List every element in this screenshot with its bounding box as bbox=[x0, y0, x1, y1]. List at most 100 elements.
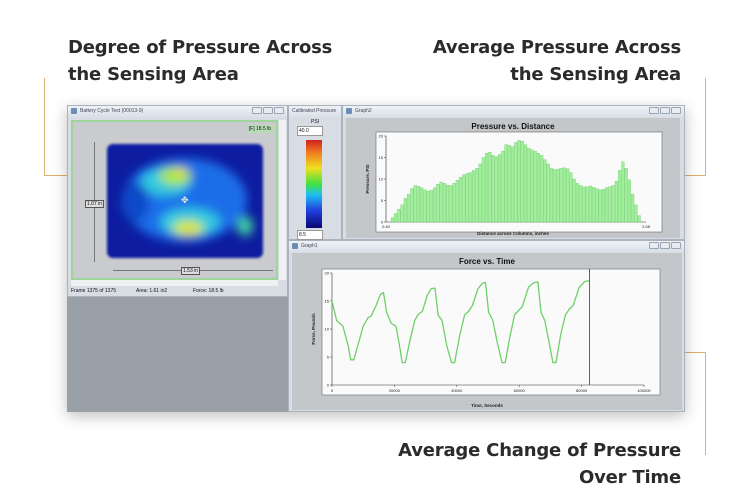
y-tick-label: 0 bbox=[381, 220, 384, 225]
colorbar-max-input[interactable]: 40.0 bbox=[297, 126, 323, 136]
bar bbox=[533, 150, 537, 223]
bar bbox=[446, 184, 450, 223]
bar bbox=[517, 140, 521, 223]
bar bbox=[485, 153, 489, 223]
height-label: 1.07 in bbox=[85, 200, 105, 208]
bar bbox=[559, 168, 563, 223]
y-tick-label: 0 bbox=[327, 383, 330, 388]
bar bbox=[468, 172, 472, 223]
bar bbox=[472, 170, 476, 223]
force-vs-time-chart: Force vs. Time 0 5 10 15 20 Time, Seconds Force… bbox=[292, 253, 682, 410]
bar bbox=[455, 180, 459, 223]
minimize-button[interactable] bbox=[649, 107, 659, 114]
x-tick-label: 0 bbox=[331, 388, 334, 393]
bar bbox=[546, 163, 550, 223]
bar bbox=[420, 187, 424, 223]
bar bbox=[618, 170, 622, 223]
pressure-map-window: Battery Cycle Test (00013-9) [F] 18.5 lb… bbox=[67, 105, 288, 297]
colorbar-min-input[interactable]: 8.5 bbox=[297, 230, 323, 240]
bar bbox=[397, 208, 401, 223]
graph-icon bbox=[346, 108, 352, 114]
bar bbox=[556, 168, 560, 223]
vertical-scrollbar[interactable] bbox=[279, 120, 286, 280]
bar bbox=[614, 181, 618, 223]
heading-top-right: Average Pressure Across the Sensing Area bbox=[432, 37, 681, 85]
y-tick-label: 10 bbox=[379, 177, 384, 182]
minimize-button[interactable] bbox=[252, 107, 262, 114]
minimize-button[interactable] bbox=[649, 242, 659, 249]
bar bbox=[601, 189, 605, 223]
bar bbox=[497, 154, 502, 223]
bar bbox=[579, 185, 583, 223]
bar bbox=[566, 168, 570, 223]
bar bbox=[569, 172, 573, 223]
bar bbox=[501, 150, 505, 223]
bar bbox=[536, 153, 541, 223]
bar bbox=[605, 187, 609, 223]
bar bbox=[488, 152, 492, 223]
horizontal-scrollbar[interactable] bbox=[71, 280, 278, 286]
bar bbox=[481, 157, 485, 223]
bar bbox=[459, 177, 463, 223]
close-button[interactable] bbox=[671, 242, 681, 249]
bar bbox=[592, 187, 596, 223]
close-button[interactable] bbox=[274, 107, 284, 114]
bar bbox=[478, 163, 482, 223]
maximize-button[interactable] bbox=[660, 242, 670, 249]
bar bbox=[394, 213, 398, 223]
bar bbox=[588, 185, 592, 223]
chart-title: Force vs. Time bbox=[459, 257, 515, 266]
maximize-button[interactable] bbox=[263, 107, 273, 114]
area-status: Area: 1.61 in2 bbox=[136, 288, 168, 294]
colorbar-unit: PSI bbox=[311, 119, 320, 125]
software-screenshot: Battery Cycle Test (00013-9) [F] 18.5 lb… bbox=[67, 105, 685, 412]
bar bbox=[530, 149, 534, 223]
bar bbox=[637, 215, 641, 223]
chart-title: Pressure vs. Distance bbox=[471, 122, 555, 131]
graph2-window: Graph2 Pressure vs. Distance 0 5 10 15 20 Dist… bbox=[342, 105, 685, 240]
bar bbox=[611, 185, 615, 223]
bar bbox=[423, 189, 427, 223]
bar bbox=[449, 185, 453, 223]
x-tick-label: 2.08 bbox=[642, 224, 651, 229]
bar bbox=[582, 186, 586, 223]
bar bbox=[553, 169, 557, 223]
pressure-heatmap: ✥ bbox=[107, 144, 263, 258]
force-status: Force: 18.5 lb bbox=[193, 288, 224, 294]
bar bbox=[621, 161, 625, 223]
close-button[interactable] bbox=[671, 107, 681, 114]
colorbar-window: Calibrated Pressure PSI 40.0 8.5 bbox=[288, 105, 342, 240]
bar bbox=[585, 186, 589, 223]
force-line bbox=[331, 280, 590, 364]
bar bbox=[439, 181, 443, 223]
x-axis-label: Distance across Columns, inches bbox=[477, 231, 549, 236]
maximize-button[interactable] bbox=[660, 107, 670, 114]
x-tick-label: 20000 bbox=[389, 388, 401, 393]
bar bbox=[504, 144, 508, 223]
bar bbox=[575, 183, 579, 223]
x-tick-label: 80000 bbox=[576, 388, 588, 393]
pressure-map-canvas[interactable]: [F] 18.5 lb 1.07 in 1.53 in ✥ bbox=[71, 120, 278, 280]
bar bbox=[540, 155, 544, 223]
x-tick-label: 0.40 bbox=[382, 224, 391, 229]
force-badge: [F] 18.5 lb bbox=[246, 125, 273, 133]
y-axis-label: Force, Pounds bbox=[311, 313, 316, 345]
bar bbox=[523, 144, 528, 223]
plot-area bbox=[321, 268, 661, 396]
bar bbox=[433, 187, 437, 223]
width-label: 1.53 in bbox=[181, 267, 201, 275]
y-tick-label: 5 bbox=[327, 355, 330, 360]
bar bbox=[510, 146, 515, 223]
bar bbox=[514, 142, 518, 223]
x-tick-label: 40000 bbox=[451, 388, 463, 393]
bar bbox=[549, 168, 554, 223]
bar bbox=[462, 174, 466, 223]
bar bbox=[507, 145, 511, 223]
bar bbox=[442, 183, 446, 223]
bar bbox=[416, 186, 420, 223]
y-tick-label: 15 bbox=[379, 155, 384, 160]
bar bbox=[403, 198, 407, 223]
y-tick-label: 15 bbox=[325, 299, 330, 304]
y-tick-label: 5 bbox=[381, 198, 384, 203]
bar bbox=[595, 188, 599, 223]
